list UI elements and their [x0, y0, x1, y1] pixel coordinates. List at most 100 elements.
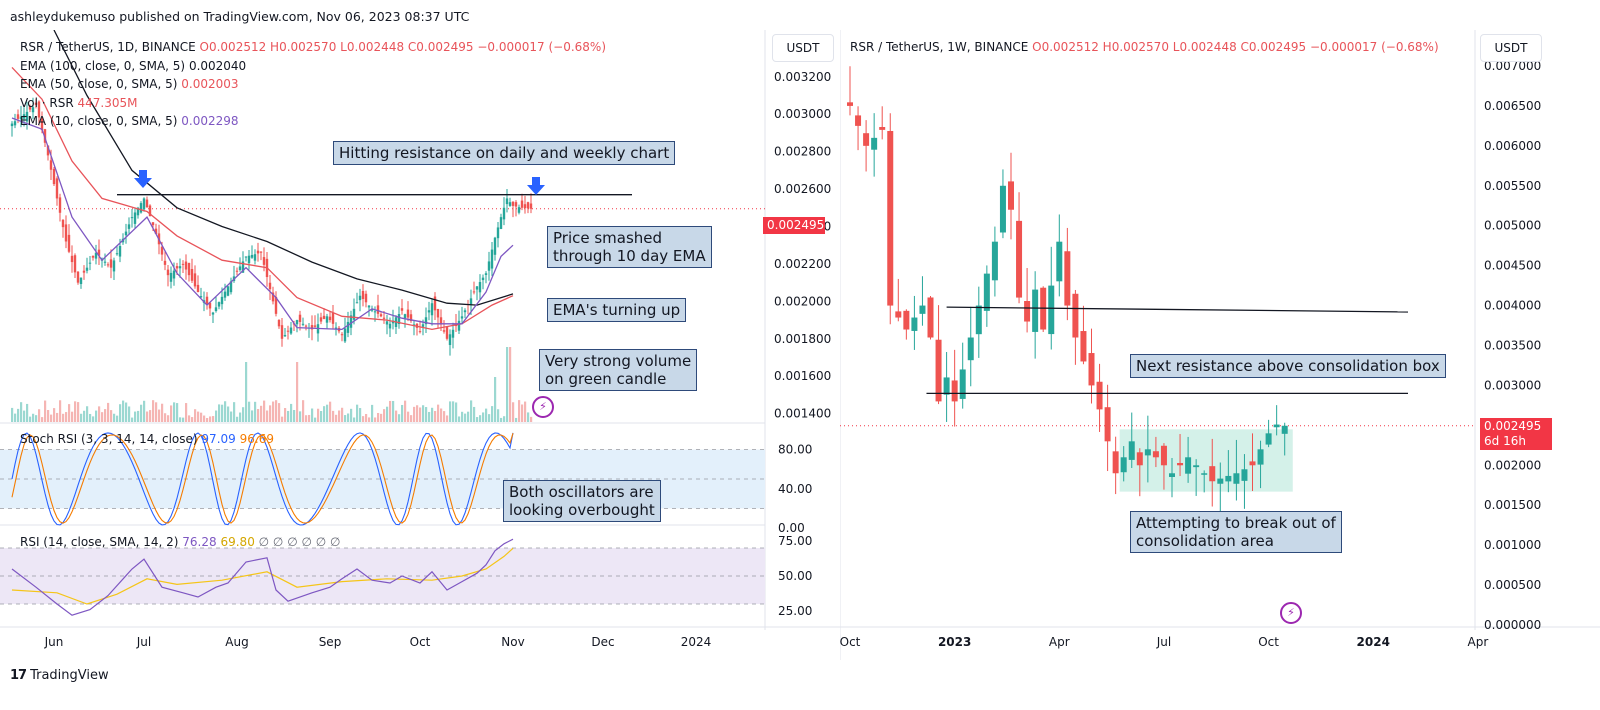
weekly-candle	[983, 273, 990, 311]
daily-bolt-icon[interactable]: ⚡	[532, 396, 554, 418]
daily-candle	[523, 204, 527, 209]
volume-bar	[332, 410, 335, 422]
note-oscillators[interactable]: Both oscillators are looking overbought	[503, 480, 661, 522]
volume-bar	[446, 415, 449, 422]
daily-candle	[322, 315, 326, 319]
volume-bar	[494, 377, 497, 422]
volume-bar	[260, 405, 263, 422]
weekly-candle	[959, 369, 966, 399]
daily-candle	[340, 334, 344, 336]
daily-candle	[370, 308, 374, 311]
note-next-resistance[interactable]: Next resistance above consolidation box	[1130, 354, 1446, 378]
weekly-candle	[1169, 473, 1175, 477]
volume-bar	[221, 404, 224, 422]
daily-candle	[514, 202, 518, 207]
publish-header: ashleydukemuso published on TradingView.…	[10, 9, 470, 24]
daily-candle	[112, 260, 116, 272]
daily-candle	[148, 205, 152, 217]
weekly-bolt-icon[interactable]: ⚡	[1280, 602, 1302, 624]
daily-candle	[310, 325, 314, 330]
volume-bar	[29, 416, 32, 422]
daily-candle	[460, 316, 464, 319]
weekly-candle	[1032, 289, 1039, 332]
weekly-y-tick-label: 0.004500	[1484, 259, 1541, 273]
weekly-candle	[1080, 331, 1087, 362]
daily-candle	[397, 313, 401, 325]
daily-candle	[13, 121, 17, 126]
volume-bar	[86, 406, 89, 422]
daily-candle	[499, 217, 503, 229]
weekly-candle	[871, 137, 878, 150]
daily-candle	[409, 314, 413, 322]
daily-last-price-tag: 0.002495	[763, 217, 825, 234]
volume-bar	[230, 411, 233, 422]
weekly-background	[840, 30, 1600, 660]
volume-bar	[356, 404, 359, 422]
daily-y-tick-label: 0.003200	[774, 70, 831, 84]
volume-bar	[128, 406, 131, 422]
note-breakout[interactable]: Attempting to break out of consolidation…	[1130, 511, 1342, 553]
ema50-label[interactable]: EMA (50, close, 0, SMA, 5)	[20, 77, 178, 91]
volume-bar	[299, 411, 302, 422]
volume-bar	[281, 416, 284, 422]
note-ema-turn[interactable]: EMA's turning up	[547, 298, 687, 322]
volume-bar	[203, 415, 206, 422]
rsi-label[interactable]: RSI (14, close, SMA, 14, 2)	[20, 535, 179, 549]
daily-candle	[19, 116, 23, 120]
daily-candle	[358, 295, 362, 301]
daily-candle	[304, 325, 308, 327]
volume-bar	[290, 403, 293, 422]
weekly-ohlc: O0.002512 H0.002570 L0.002448 C0.002495 …	[1032, 40, 1439, 54]
daily-currency-button[interactable]: USDT	[772, 34, 834, 62]
volume-bar	[68, 404, 71, 422]
daily-x-tick-label: Oct	[410, 635, 431, 649]
volume-bar	[239, 412, 242, 422]
volume-bar	[44, 400, 47, 422]
weekly-candle	[991, 241, 998, 281]
weekly-currency-button[interactable]: USDT	[1480, 34, 1542, 62]
volume-bar	[170, 405, 173, 422]
ema100-label[interactable]: EMA (100, close, 0, SMA, 5)	[20, 58, 186, 73]
daily-chart-svg[interactable]: 0.0032000.0030000.0028000.0026000.002400…	[0, 30, 840, 660]
weekly-candle	[1217, 478, 1224, 484]
note-ema-break[interactable]: Price smashed through 10 day EMA	[547, 226, 712, 268]
volume-bar	[104, 409, 107, 422]
rsi-ma-line	[11, 547, 514, 605]
volume-bar	[224, 401, 227, 422]
daily-candle	[520, 200, 524, 208]
daily-candle	[160, 246, 164, 255]
note-breakout-line1: Attempting to break out of	[1136, 514, 1336, 532]
daily-symbol[interactable]: RSR / TetherUS, 1D, BINANCE	[20, 40, 196, 54]
weekly-y-tick-label: 0.005000	[1484, 219, 1541, 233]
volume-bar	[233, 402, 236, 422]
note-resistance[interactable]: Hitting resistance on daily and weekly c…	[333, 141, 676, 165]
daily-y-tick-label: 0.003000	[774, 107, 831, 121]
weekly-candle	[919, 305, 926, 314]
volume-bar	[257, 409, 260, 422]
weekly-symbol[interactable]: RSR / TetherUS, 1W, BINANCE	[850, 40, 1029, 54]
stoch-label[interactable]: Stoch RSI (3, 3, 14, 14, close)	[20, 432, 198, 446]
weekly-chart-svg[interactable]: 0.007000 0.006500 0.006000 0.005500 0.005000…	[840, 30, 1600, 660]
volume-bar	[287, 410, 290, 422]
daily-candle	[184, 261, 188, 270]
weekly-x-tick-label: 2024	[1357, 635, 1390, 649]
volume-label[interactable]: Vol · RSR	[20, 95, 74, 110]
note-volume[interactable]: Very strong volume on green candle	[539, 349, 698, 391]
rsi-extra-values: ∅ ∅ ∅ ∅ ∅ ∅	[258, 535, 341, 549]
volume-bar	[98, 406, 101, 422]
weekly-countdown: 6d 16h	[1484, 434, 1526, 448]
weekly-candle	[863, 133, 870, 146]
volume-bar	[26, 403, 29, 422]
weekly-candle	[879, 127, 886, 130]
ema10-label[interactable]: EMA (10, close, 0, SMA, 5)	[20, 114, 178, 128]
weekly-candle	[1160, 445, 1167, 466]
volume-bar	[464, 413, 467, 422]
volume-bar	[371, 404, 374, 422]
tradingview-footer[interactable]: 17 TradingView	[10, 668, 109, 683]
volume-bar	[482, 412, 485, 422]
weekly-chart-panel[interactable]: 0.007000 0.006500 0.006000 0.005500 0.005000…	[840, 30, 1600, 660]
volume-bar	[467, 411, 470, 422]
daily-chart-panel[interactable]: 0.0032000.0030000.0028000.0026000.002400…	[0, 30, 840, 660]
daily-candle	[226, 286, 230, 296]
volume-bar	[152, 400, 155, 422]
